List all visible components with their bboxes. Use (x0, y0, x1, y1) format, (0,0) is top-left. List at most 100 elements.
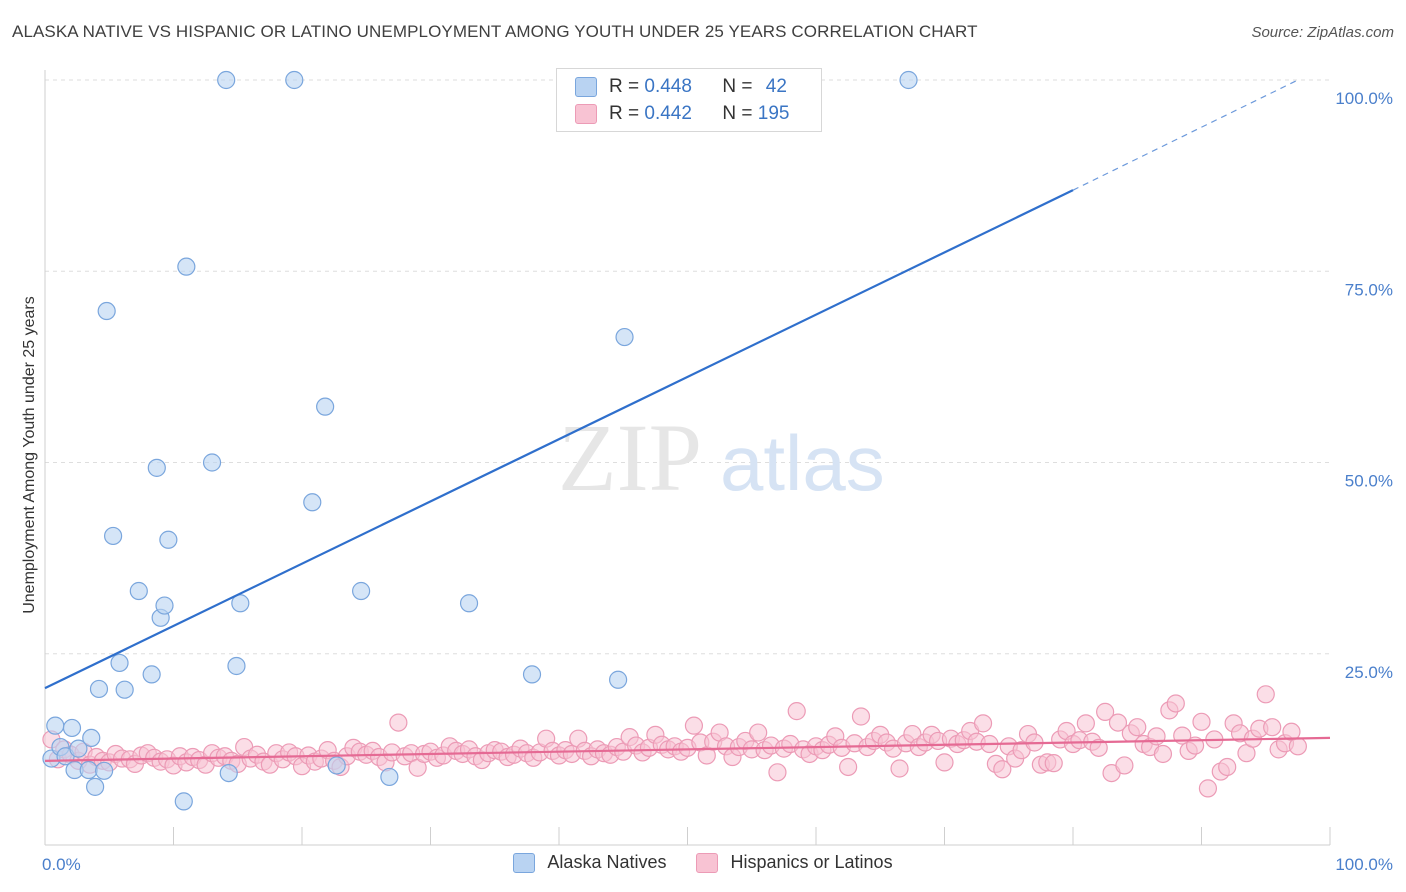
correlation-legend: R = 0.448 N = 42 R = 0.442 N = 195 (556, 68, 822, 132)
chart-title: ALASKA NATIVE VS HISPANIC OR LATINO UNEM… (12, 22, 978, 41)
legend-label: Hispanics or Latinos (730, 852, 893, 872)
hispanic-point (1076, 714, 1095, 733)
hispanic-point (973, 714, 993, 733)
alaska-native-trend-extension (1072, 79, 1299, 191)
hispanic-point (749, 723, 768, 742)
alaska-native-point (202, 453, 222, 472)
legend-swatch-pink (696, 852, 719, 873)
legend-n-label: N = (722, 76, 758, 97)
y-tick-label: 75.0% (1345, 280, 1393, 299)
watermark-zip: ZIP (558, 404, 702, 511)
alaska-native-points (42, 70, 918, 811)
alaska-native-point (285, 70, 304, 90)
hispanic-point (993, 760, 1012, 779)
hispanic-point (787, 702, 806, 721)
alaska-native-point (89, 679, 109, 699)
legend-r-value: 0.448 (644, 76, 692, 97)
hispanic-point (1198, 779, 1218, 798)
hispanic-point (1218, 757, 1237, 777)
legend-swatch-blue (575, 77, 597, 97)
alaska-native-point (155, 596, 174, 615)
alaska-native-point (69, 739, 88, 758)
alaska-native-point (79, 760, 98, 780)
source-credit: Source: ZipAtlas.com (1251, 24, 1394, 41)
x-tick-label: 100.0% (1335, 855, 1393, 874)
series-legend: Alaska Natives Hispanics or Latinos (0, 852, 1406, 873)
hispanic-point (1147, 727, 1166, 746)
alaska-native-point (86, 777, 105, 796)
legend-row-hispanic: R = 0.442 N = 195 (575, 102, 789, 126)
legend-row-alaska: R = 0.448 N = 42 (575, 75, 787, 99)
legend-r-value: 0.442 (644, 103, 692, 124)
hispanic-point (389, 713, 408, 732)
y-tick-label: 25.0% (1345, 663, 1393, 682)
alaska-native-point (110, 653, 129, 673)
legend-r-label: R = (609, 76, 645, 97)
hispanic-point (1115, 756, 1134, 775)
alaska-native-point (227, 656, 246, 676)
hispanic-point (1044, 754, 1063, 773)
hispanic-point (839, 757, 858, 777)
hispanic-point (1096, 702, 1115, 721)
hispanic-point (684, 716, 704, 735)
alaska-native-point (899, 70, 918, 90)
alaska-native-point (62, 718, 82, 738)
legend-swatch-pink (575, 104, 597, 124)
alaska-native-point (327, 756, 346, 775)
hispanic-point (1263, 718, 1282, 737)
alaska-native-point (174, 792, 193, 811)
legend-n-label: N = (722, 103, 758, 124)
alaska-native-point (97, 301, 116, 321)
legend-swatch-blue (513, 852, 536, 873)
alaska-native-point (147, 458, 166, 477)
alaska-native-point (380, 767, 399, 787)
watermark-atlas: atlas (720, 419, 885, 507)
legend-item-alaska-natives[interactable]: Alaska Natives (513, 852, 666, 873)
hispanic-point (935, 753, 954, 772)
tick-labels: 25.0% 50.0% 75.0% 100.0% 0.0% 100.0% (42, 89, 1393, 874)
alaska-native-point (95, 761, 114, 780)
alaska-native-point (129, 581, 148, 601)
hispanic-point (1192, 712, 1211, 731)
legend-n-value: 195 (757, 103, 790, 124)
hispanic-point (1166, 694, 1185, 713)
alaska-native-point (217, 70, 236, 90)
alaska-native-point (303, 493, 322, 512)
legend-item-hispanics[interactable]: Hispanics or Latinos (696, 852, 893, 873)
hispanic-point (1288, 737, 1307, 756)
trend-lines (44, 79, 1331, 762)
hispanic-point (768, 763, 787, 782)
alaska-native-point (352, 581, 371, 601)
hispanic-point (851, 707, 871, 726)
legend-n-value: 42 (765, 76, 787, 97)
legend-label: Alaska Natives (547, 852, 667, 872)
legend-r-label: R = (609, 103, 645, 124)
y-tick-label: 100.0% (1335, 89, 1393, 108)
alaska-native-point (459, 594, 479, 613)
y-tick-label: 50.0% (1345, 472, 1393, 491)
hispanic-point (1128, 718, 1147, 737)
alaska-native-point (82, 728, 101, 748)
axes (44, 70, 1331, 846)
hispanic-point (1089, 738, 1108, 757)
alaska-native-point (46, 716, 65, 735)
hispanic-point (1153, 744, 1173, 764)
alaska-native-point (219, 763, 238, 783)
alaska-native-point (142, 665, 161, 684)
alaska-native-point (522, 665, 542, 684)
alaska-native-point (115, 680, 134, 699)
x-tick-label: 0.0% (42, 855, 81, 874)
hispanic-point (890, 759, 909, 778)
grid-lines (45, 79, 1330, 655)
alaska-native-point (104, 526, 123, 546)
alaska-native-trend-line (44, 189, 1074, 690)
hispanic-trend-line (44, 736, 1331, 762)
alaska-native-point (177, 257, 196, 276)
alaska-native-point (316, 397, 335, 416)
watermark: ZIP atlas (558, 404, 885, 511)
hispanic-point (1256, 685, 1275, 704)
alaska-native-point (159, 530, 178, 549)
hispanic-point (1108, 713, 1128, 732)
alaska-native-point (609, 670, 628, 689)
